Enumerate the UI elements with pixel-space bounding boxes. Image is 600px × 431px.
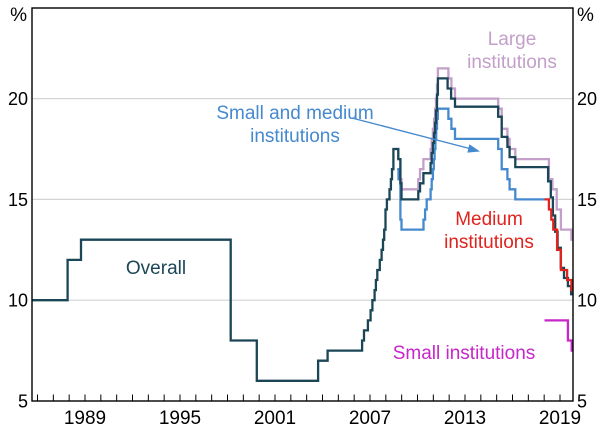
y-unit-left: % <box>10 5 27 26</box>
x-axis-ticks <box>37 394 561 401</box>
x-label-2001: 2001 <box>254 408 296 429</box>
series-line-overall <box>32 77 573 382</box>
x-label-2013: 2013 <box>444 408 486 429</box>
annotation-large-institutions: Large institutions <box>467 29 557 73</box>
x-label-1995: 1995 <box>159 408 201 429</box>
annotation-small-institutions: Small institutions <box>392 343 536 364</box>
frame-rect <box>31 7 574 402</box>
y-label-left-5: 5 <box>18 392 28 412</box>
annotation-overall: Overall <box>126 257 186 280</box>
y-label-right-20: 20 <box>577 89 597 109</box>
y-label-left-15: 15 <box>8 190 28 210</box>
x-label-1989: 1989 <box>64 408 106 429</box>
x-label-2007: 2007 <box>349 408 391 429</box>
series-lines <box>32 67 573 382</box>
annotation-overall-text: Overall <box>125 258 187 279</box>
annotation-small-and-medium-institutions: Small and medium institutions <box>216 103 374 147</box>
x-label-2019: 2019 <box>539 408 581 429</box>
y-label-right-10: 10 <box>577 291 597 311</box>
y-label-left-20: 20 <box>8 89 28 109</box>
series-line-small <box>544 319 573 352</box>
y-unit-right: % <box>577 5 594 26</box>
y-label-right-5: 5 <box>577 392 587 412</box>
series-line-medium <box>544 198 573 292</box>
annotation-medium-institutions: Medium institutions <box>444 209 534 253</box>
y-label-right-15: 15 <box>577 190 597 210</box>
y-label-left-10: 10 <box>8 291 28 311</box>
series-line-small_medium <box>397 107 545 231</box>
axis-labels: 5 5 10 10 15 15 20 20% % 1989 1995 2001 2007 2013 2019 <box>8 5 597 429</box>
plot-frame <box>31 7 574 402</box>
annotation-arrow <box>351 117 480 153</box>
